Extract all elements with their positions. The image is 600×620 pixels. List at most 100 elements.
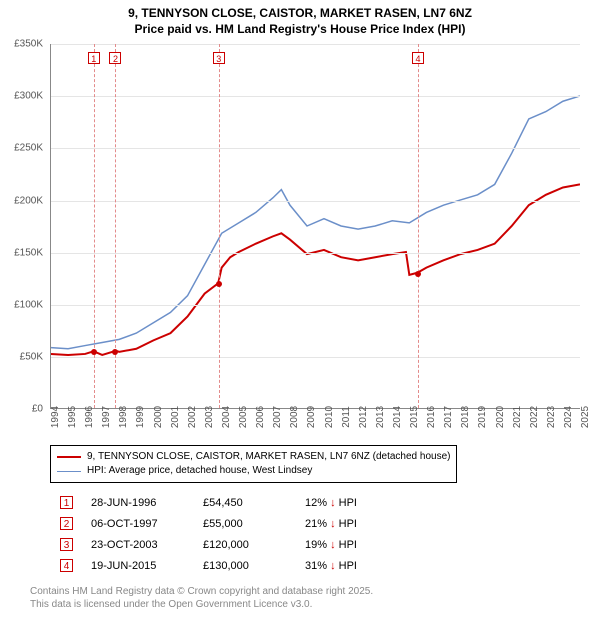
gridline [51, 201, 580, 202]
legend-swatch [57, 471, 81, 472]
event-box: 4 [60, 559, 73, 572]
x-tick-label: 2020 [495, 406, 506, 428]
table-row: 2 06-OCT-1997£55,00021% ↓ HPI [52, 514, 365, 533]
x-tick-label: 2009 [306, 406, 317, 428]
y-tick-label: £250K [14, 143, 43, 154]
legend-swatch [57, 456, 81, 458]
event-price: £120,000 [195, 535, 295, 554]
event-date: 19-JUN-2015 [83, 556, 193, 575]
event-pct: 21% ↓ HPI [297, 514, 365, 533]
event-line [418, 44, 419, 408]
events-table: 1 28-JUN-1996£54,45012% ↓ HPI 2 06-OCT-1997… [50, 491, 367, 577]
event-box: 2 [60, 517, 73, 530]
x-tick-label: 2019 [477, 406, 488, 428]
y-tick-label: £200K [14, 195, 43, 206]
x-tick-label: 2011 [341, 406, 352, 428]
sale-point [415, 271, 421, 277]
sale-point [112, 349, 118, 355]
x-tick-label: 1997 [101, 406, 112, 428]
arrow-down-icon: ↓ [330, 560, 336, 572]
title-line-2: Price paid vs. HM Land Registry's House … [135, 22, 466, 36]
gridline [51, 148, 580, 149]
plot-area: 12 3 4 [50, 44, 580, 409]
x-tick-label: 2025 [580, 406, 591, 428]
event-box: 3 [60, 538, 73, 551]
event-date: 23-OCT-2003 [83, 535, 193, 554]
x-tick-label: 2007 [272, 406, 283, 428]
sale-point [91, 349, 97, 355]
x-tick-label: 2001 [170, 406, 181, 428]
event-price: £55,000 [195, 514, 295, 533]
x-tick-label: 2024 [563, 406, 574, 428]
arrow-down-icon: ↓ [330, 518, 336, 530]
x-tick-label: 2013 [375, 406, 386, 428]
x-tick-label: 2000 [153, 406, 164, 428]
gridline [51, 305, 580, 306]
event-marker: 3 [213, 52, 225, 64]
legend-label: 9, TENNYSON CLOSE, CAISTOR, MARKET RASEN… [87, 450, 450, 464]
footer-line-2: This data is licensed under the Open Gov… [30, 599, 312, 610]
x-tick-label: 2015 [409, 406, 420, 428]
legend-row: HPI: Average price, detached house, West… [57, 464, 450, 478]
chart-title: 9, TENNYSON CLOSE, CAISTOR, MARKET RASEN… [0, 0, 600, 39]
gridline [51, 44, 580, 45]
footer-attribution: Contains HM Land Registry data © Crown c… [30, 585, 600, 611]
footer-line-1: Contains HM Land Registry data © Crown c… [30, 586, 373, 597]
legend: 9, TENNYSON CLOSE, CAISTOR, MARKET RASEN… [50, 445, 457, 483]
y-tick-label: £0 [32, 404, 43, 415]
series-line [51, 185, 580, 356]
event-price: £54,450 [195, 493, 295, 512]
x-tick-label: 2017 [443, 406, 454, 428]
x-tick-label: 1999 [135, 406, 146, 428]
x-tick-label: 2008 [289, 406, 300, 428]
x-tick-label: 2002 [187, 406, 198, 428]
table-row: 1 28-JUN-1996£54,45012% ↓ HPI [52, 493, 365, 512]
gridline [51, 96, 580, 97]
x-tick-label: 2005 [238, 406, 249, 428]
x-tick-label: 2016 [426, 406, 437, 428]
event-marker: 2 [109, 52, 121, 64]
x-tick-label: 1995 [67, 406, 78, 428]
chart-lines [51, 44, 580, 408]
sale-point [216, 281, 222, 287]
y-tick-label: £350K [14, 39, 43, 50]
x-tick-label: 2004 [221, 406, 232, 428]
x-tick-label: 2014 [392, 406, 403, 428]
event-pct: 31% ↓ HPI [297, 556, 365, 575]
y-tick-label: £150K [14, 247, 43, 258]
event-marker: 4 [412, 52, 424, 64]
table-row: 4 19-JUN-2015£130,00031% ↓ HPI [52, 556, 365, 575]
arrow-down-icon: ↓ [330, 497, 336, 509]
event-pct: 12% ↓ HPI [297, 493, 365, 512]
x-tick-label: 2006 [255, 406, 266, 428]
x-tick-label: 2022 [529, 406, 540, 428]
event-price: £130,000 [195, 556, 295, 575]
x-tick-label: 1994 [50, 406, 61, 428]
legend-row: 9, TENNYSON CLOSE, CAISTOR, MARKET RASEN… [57, 450, 450, 464]
y-tick-label: £50K [20, 352, 43, 363]
event-marker: 1 [88, 52, 100, 64]
event-pct: 19% ↓ HPI [297, 535, 365, 554]
event-date: 28-JUN-1996 [83, 493, 193, 512]
x-axis: 1994 1995 1996 1997 1998 1999 2000 2001 2002 2003… [50, 409, 580, 444]
chart-container: £0£50K£100K£150K£200K£250K£300K£350K 123… [20, 39, 590, 439]
x-tick-label: 1998 [118, 406, 129, 428]
legend-label: HPI: Average price, detached house, West… [87, 464, 312, 478]
gridline [51, 253, 580, 254]
x-tick-label: 2021 [512, 406, 523, 428]
x-tick-label: 2023 [546, 406, 557, 428]
x-tick-label: 2010 [324, 406, 335, 428]
event-date: 06-OCT-1997 [83, 514, 193, 533]
y-axis: £0£50K£100K£150K£200K£250K£300K£350K [5, 39, 45, 409]
x-tick-label: 2003 [204, 406, 215, 428]
y-tick-label: £300K [14, 91, 43, 102]
table-row: 3 23-OCT-2003£120,00019% ↓ HPI [52, 535, 365, 554]
event-line [219, 44, 220, 408]
x-tick-label: 1996 [84, 406, 95, 428]
arrow-down-icon: ↓ [330, 539, 336, 551]
event-box: 1 [60, 496, 73, 509]
y-tick-label: £100K [14, 299, 43, 310]
x-tick-label: 2012 [358, 406, 369, 428]
title-line-1: 9, TENNYSON CLOSE, CAISTOR, MARKET RASEN… [128, 6, 472, 20]
x-tick-label: 2018 [460, 406, 471, 428]
